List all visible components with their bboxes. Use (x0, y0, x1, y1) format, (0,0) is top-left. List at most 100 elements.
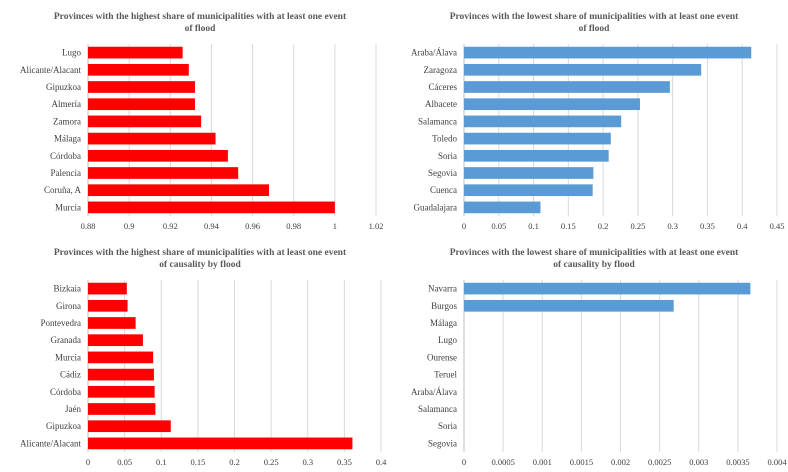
x-tick-label: 0.45 (770, 221, 785, 231)
x-tick-label: 0.05 (491, 221, 506, 231)
bar (88, 368, 154, 381)
bar (464, 81, 670, 93)
x-tick-label: 0.94 (204, 221, 220, 231)
category-label: Murcia (55, 352, 81, 362)
bar (464, 98, 640, 111)
chart-title: Provinces with the highest share of muni… (54, 12, 347, 34)
category-label: Soria (438, 421, 457, 431)
bar (464, 167, 594, 179)
category-label: Guadalajara (414, 202, 457, 212)
chart-panel-bottom-left: Provinces with the highest share of muni… (20, 248, 387, 467)
x-tick-label: 1.02 (369, 221, 384, 231)
bar (88, 98, 195, 111)
category-label: Málaga (54, 134, 81, 144)
chart-title: Provinces with the highest share of muni… (54, 248, 347, 270)
x-tick-label: 0.004 (767, 457, 787, 467)
category-label: Alicante/Alacant (20, 438, 81, 448)
category-label: Girona (56, 301, 81, 311)
chart-title: Provinces with the lowest share of munic… (450, 12, 739, 34)
x-tick-label: 0.9 (124, 221, 135, 231)
x-tick-label: 0.4 (737, 221, 748, 231)
bar (464, 299, 674, 312)
chart-panel-top-right: Provinces with the lowest share of munic… (411, 12, 785, 231)
category-label: Salamanca (418, 404, 457, 414)
x-tick-label: 0.003 (689, 457, 708, 467)
category-label: Málaga (430, 318, 457, 328)
bar (88, 201, 335, 214)
bar (464, 184, 593, 197)
category-label: Salamanca (418, 116, 457, 126)
bar (88, 282, 127, 295)
x-tick-label: 0.0015 (570, 457, 593, 467)
category-label: Alicante/Alacant (20, 65, 81, 75)
x-tick-label: 0.1 (528, 221, 539, 231)
category-label: Palencia (51, 168, 82, 178)
category-label: Cádiz (60, 370, 81, 380)
bar (88, 81, 195, 93)
x-tick-label: 0 (462, 457, 466, 467)
x-tick-label: 0 (462, 221, 466, 231)
category-label: Segovia (428, 438, 457, 448)
category-label: Araba/Álava (411, 48, 457, 58)
chart-title: Provinces with the lowest share of munic… (450, 248, 739, 270)
x-tick-label: 0.2 (229, 457, 240, 467)
x-tick-label: 0.98 (286, 221, 301, 231)
x-tick-label: 0.15 (190, 457, 205, 467)
category-label: Burgos (431, 301, 457, 311)
category-label: Jaén (65, 404, 81, 414)
category-label: Córdoba (50, 387, 81, 397)
bar (464, 115, 622, 128)
category-label: Coruña, A (44, 185, 81, 195)
x-tick-label: 0.3 (667, 221, 678, 231)
bar (88, 317, 136, 329)
bar (464, 282, 751, 295)
category-label: Gipuzkoa (46, 421, 81, 431)
category-label: Murcia (55, 202, 81, 212)
category-label: Granada (51, 335, 81, 345)
x-tick-label: 0.25 (264, 457, 279, 467)
category-label: Córdoba (50, 151, 81, 161)
x-tick-label: 0.92 (163, 221, 178, 231)
bar (464, 132, 611, 145)
category-label: Ourense (427, 352, 457, 362)
bar (464, 149, 609, 162)
x-tick-label: 0.15 (561, 221, 576, 231)
bar (88, 385, 155, 398)
category-label: Gipuzkoa (46, 82, 81, 92)
x-tick-label: 0.0025 (648, 457, 671, 467)
x-tick-label: 0.1 (156, 457, 167, 467)
category-label: Almería (52, 99, 82, 109)
bar (88, 437, 353, 450)
x-tick-label: 0 (86, 457, 90, 467)
bar (88, 420, 171, 433)
category-label: Cáceres (429, 82, 458, 92)
category-label: Navarra (428, 284, 457, 294)
x-tick-label: 0.88 (81, 221, 96, 231)
x-tick-label: 0.05 (117, 457, 132, 467)
x-tick-label: 1 (333, 221, 337, 231)
category-label: Lugo (438, 335, 457, 345)
x-tick-label: 0.25 (630, 221, 645, 231)
category-label: Zamora (53, 116, 81, 126)
category-label: Soria (438, 151, 457, 161)
category-label: Lugo (62, 48, 81, 58)
x-tick-label: 0.35 (700, 221, 715, 231)
x-tick-label: 0.002 (611, 457, 630, 467)
category-label: Zaragoza (424, 65, 457, 75)
bar (464, 201, 541, 214)
x-tick-label: 0.96 (245, 221, 260, 231)
chart-panel-bottom-right: Provinces with the lowest share of munic… (411, 248, 787, 467)
x-tick-label: 0.001 (533, 457, 552, 467)
x-tick-label: 0.4 (376, 457, 387, 467)
category-label: Bizkaia (54, 284, 82, 294)
bar (464, 46, 752, 59)
bar (88, 115, 202, 128)
bar (88, 403, 156, 415)
bar (88, 334, 143, 347)
bar (88, 63, 189, 76)
category-label: Araba/Álava (411, 387, 457, 397)
bar (88, 132, 216, 145)
x-tick-label: 0.0035 (726, 457, 749, 467)
category-label: Segovia (428, 168, 457, 178)
category-label: Cuenca (430, 185, 457, 195)
